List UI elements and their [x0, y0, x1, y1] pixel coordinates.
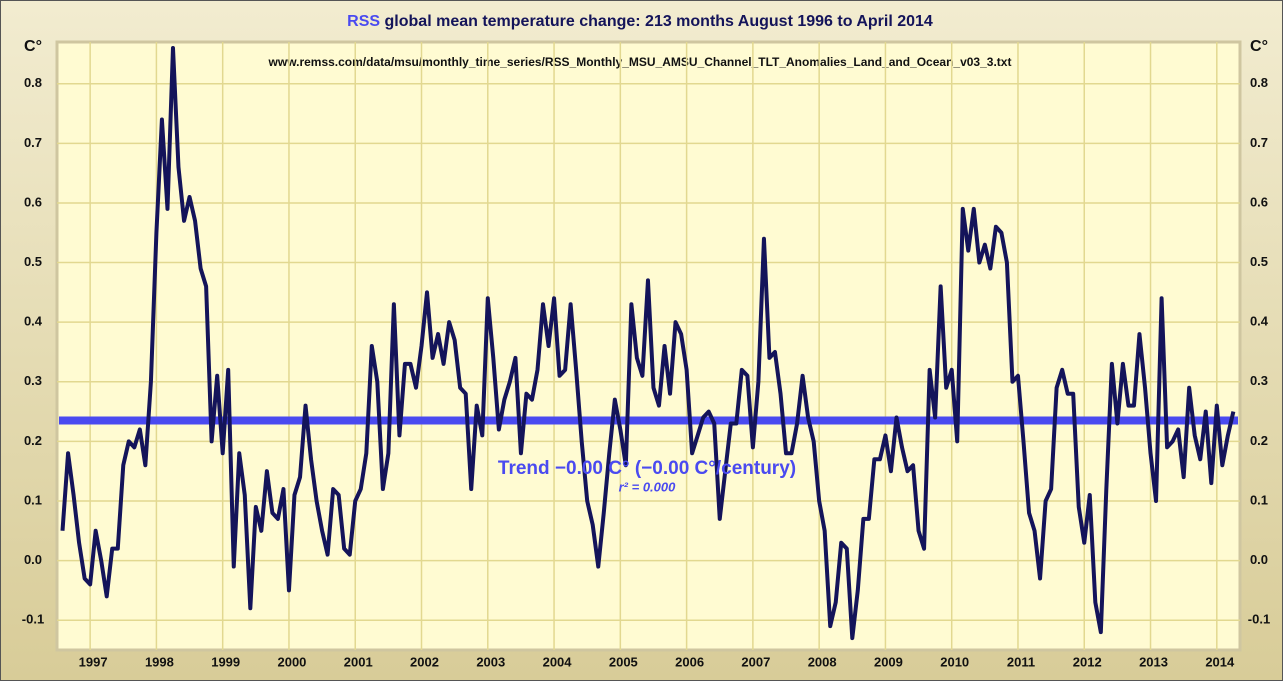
y-tick-label: 0.7: [24, 135, 42, 150]
y-tick-label: 0.3: [24, 373, 42, 388]
y2-tick-label: 0.3: [1250, 373, 1268, 388]
y2-tick-label: 0.7: [1250, 135, 1268, 150]
grid: [57, 42, 1240, 650]
y2-tick-label: 0.5: [1250, 254, 1268, 269]
y-axis-label: C°: [24, 38, 42, 55]
source: www.remss.com/data/msu/monthly_time_seri…: [268, 55, 1012, 69]
y-tick-label: 0.0: [24, 552, 42, 567]
title-prefix: RSS: [347, 13, 380, 30]
x-tick-label: 2005: [609, 654, 638, 669]
y-tick-label: 0.4: [24, 314, 43, 329]
data-line: [60, 45, 1236, 641]
y2-tick-label: -0.1: [1248, 612, 1270, 627]
x-tick-label: 1997: [79, 654, 108, 669]
y-tick-label: 0.8: [24, 75, 42, 90]
y-tick-label: 0.2: [24, 433, 42, 448]
x-tick-label: 2007: [741, 654, 770, 669]
x-tick-label: 2013: [1139, 654, 1168, 669]
x-tick-label: 2009: [874, 654, 903, 669]
x-tick-label: 1999: [211, 654, 240, 669]
x-tick-label: 2006: [675, 654, 704, 669]
y2-tick-label: 0.4: [1250, 314, 1269, 329]
trend-label: Trend −0.00 C° (−0.00 C°/century): [498, 458, 796, 479]
x-tick-label: 2002: [410, 654, 439, 669]
y2-tick-label: 0.8: [1250, 75, 1268, 90]
x-tick-label: 2001: [344, 654, 373, 669]
x-tick-label: 2011: [1007, 654, 1035, 669]
x-tick-label: 1998: [145, 654, 174, 669]
y2-tick-label: 0.0: [1250, 552, 1268, 567]
y-tick-label: -0.1: [22, 612, 44, 627]
x-tick-label: 2004: [543, 654, 573, 669]
chart-title: RSS global mean temperature change: 213 …: [347, 13, 933, 30]
y-tick-label: 0.6: [24, 194, 42, 209]
x-tick-label: 2008: [808, 654, 837, 669]
x-tick-label: 2010: [940, 654, 969, 669]
marks: [59, 45, 1238, 641]
y2-tick-label: 0.1: [1250, 492, 1268, 507]
y2-axis-label: C°: [1250, 38, 1268, 55]
y-tick-label: 0.1: [24, 492, 42, 507]
x-tick-label: 2000: [277, 654, 306, 669]
x-tick-label: 2003: [476, 654, 505, 669]
x-tick-label: 2012: [1073, 654, 1102, 669]
x-tick-label: 2014: [1205, 654, 1235, 669]
y2-tick-label: 0.2: [1250, 433, 1268, 448]
labels: -0.1 -0.1 0.0 0.0 0.1 0.1 0.2 0.2 0.3 0.3 0.4 0.4 0.…: [22, 75, 1270, 669]
r2-label: r² = 0.000: [619, 479, 677, 494]
y-tick-label: 0.5: [24, 254, 42, 269]
title-text: global mean temperature change: 213 mont…: [385, 13, 933, 30]
y2-tick-label: 0.6: [1250, 194, 1268, 209]
